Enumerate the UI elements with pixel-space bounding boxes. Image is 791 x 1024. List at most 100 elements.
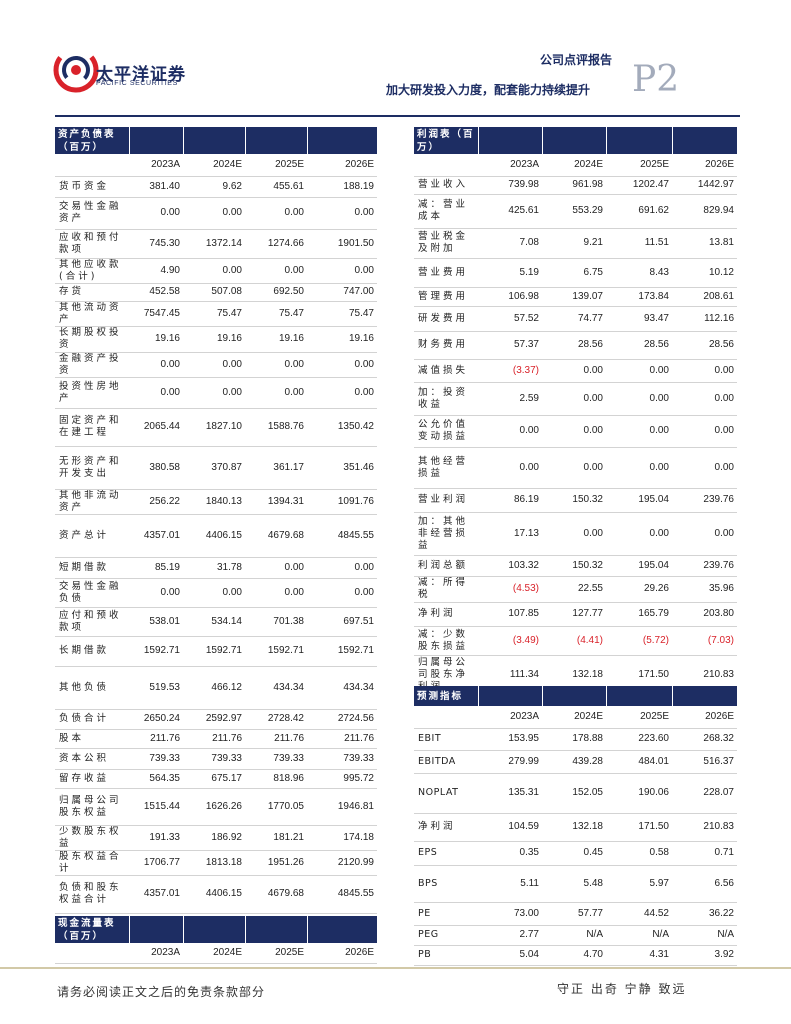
logo-company-name: 太平洋证券 <box>96 65 186 85</box>
row-value: 0.00 <box>606 512 672 556</box>
balance-sheet-row: 留存收益 564.35 675.17 818.96 995.72 <box>55 769 377 789</box>
row-value: (3.49) <box>478 626 542 656</box>
row-value: 75.47 <box>245 301 307 327</box>
row-label: 股东权益合计 <box>55 850 129 876</box>
row-label: 加：投资收益 <box>414 382 478 416</box>
row-value: 0.00 <box>129 578 183 608</box>
row-label: 减：所得税 <box>414 576 478 603</box>
row-label: 公允价值变动损益 <box>414 415 478 448</box>
row-value: 2724.56 <box>307 709 377 730</box>
row-value: 19.16 <box>307 326 377 353</box>
row-label: 负债和股东权益合计 <box>55 875 129 914</box>
year-header: 2023A <box>129 154 183 177</box>
row-label: BPS <box>414 865 478 903</box>
row-label: 资本公积 <box>55 748 129 770</box>
cash-flow-title: 现金流量表（百万） <box>55 916 130 943</box>
row-value: 5.19 <box>478 258 542 288</box>
row-value: 211.76 <box>307 729 377 749</box>
cash-flow-table: 现金流量表（百万） 2023A 2024E 2025E 2026E <box>55 916 377 964</box>
row-value: 0.00 <box>478 415 542 448</box>
row-value: 85.19 <box>129 557 183 579</box>
row-value: 19.16 <box>245 326 307 353</box>
row-value: 425.61 <box>478 194 542 229</box>
row-label: 应付和预收款项 <box>55 607 129 637</box>
row-value: 2650.24 <box>129 709 183 730</box>
row-value: 208.61 <box>672 287 737 307</box>
income-statement-title: 利润表（百万） <box>414 127 479 154</box>
balance-sheet-row: 其他应收款(合计) 4.90 0.00 0.00 0.00 <box>55 258 377 284</box>
row-value: 86.19 <box>478 488 542 513</box>
row-value: 507.08 <box>183 283 245 302</box>
row-label: 研发费用 <box>414 306 478 332</box>
row-value: 4.90 <box>129 258 183 284</box>
row-value: 2.59 <box>478 382 542 416</box>
row-value: 745.30 <box>129 229 183 259</box>
year-header: 2026E <box>307 943 377 964</box>
row-label: 少数股东权益 <box>55 825 129 851</box>
row-value: 107.85 <box>478 602 542 627</box>
row-value: 11.51 <box>606 228 672 259</box>
row-value: 223.60 <box>606 728 672 751</box>
row-value: 516.37 <box>672 750 737 774</box>
row-value: 195.04 <box>606 555 672 577</box>
income-statement-row: 加：其他非经营损益 17.13 0.00 0.00 0.00 <box>414 512 737 556</box>
row-value: 739.33 <box>129 748 183 770</box>
balance-sheet-row: 长期股权投资 19.16 19.16 19.16 19.16 <box>55 326 377 353</box>
row-value: 75.47 <box>183 301 245 327</box>
row-value: 466.12 <box>183 666 245 710</box>
row-value: 1394.31 <box>245 489 307 515</box>
row-value: 1274.66 <box>245 229 307 259</box>
income-statement-table: 利润表（百万） 2023A 2024E 2025E 2026E 营业收入 739.… <box>414 127 737 696</box>
row-value: 1091.76 <box>307 489 377 515</box>
row-value: 434.34 <box>245 666 307 710</box>
row-value: 534.14 <box>183 607 245 637</box>
row-value: 6.75 <box>542 258 606 288</box>
row-value: 44.52 <box>606 902 672 926</box>
year-header: 2025E <box>245 943 307 964</box>
row-label: 股本 <box>55 729 129 749</box>
row-value: 0.00 <box>183 352 245 378</box>
row-value: 174.18 <box>307 825 377 851</box>
row-label: 营业收入 <box>414 176 478 195</box>
row-value: 211.76 <box>245 729 307 749</box>
row-value: 173.84 <box>606 287 672 307</box>
row-label: 净利润 <box>414 602 478 627</box>
row-value: 370.87 <box>183 446 245 490</box>
row-value: 0.71 <box>672 841 737 866</box>
row-value: 455.61 <box>245 176 307 198</box>
row-value: 1813.18 <box>183 850 245 876</box>
row-value: 2.77 <box>478 925 542 946</box>
row-value: 0.00 <box>672 359 737 383</box>
row-value: 153.95 <box>478 728 542 751</box>
pacific-securities-logo <box>53 47 99 93</box>
row-value: 132.18 <box>542 813 606 842</box>
balance-sheet-title: 资产负债表（百万） <box>55 127 130 154</box>
balance-sheet-row: 金融资产投资 0.00 0.00 0.00 0.00 <box>55 352 377 378</box>
row-value: 5.48 <box>542 865 606 903</box>
row-value: 28.56 <box>542 331 606 360</box>
row-value: 31.78 <box>183 557 245 579</box>
row-value: 191.33 <box>129 825 183 851</box>
row-label: 应收和预付款项 <box>55 229 129 259</box>
forecast-row: 净利润 104.59 132.18 171.50 210.83 <box>414 813 737 842</box>
row-label: 存货 <box>55 283 129 302</box>
income-statement-row: 利润总额 103.32 150.32 195.04 239.76 <box>414 555 737 577</box>
row-value: 484.01 <box>606 750 672 774</box>
row-value: 7547.45 <box>129 301 183 327</box>
balance-sheet-row: 无形资产和开发支出 380.58 370.87 361.17 351.46 <box>55 446 377 490</box>
balance-sheet-row: 其他负债 519.53 466.12 434.34 434.34 <box>55 666 377 710</box>
forecast-title: 预测指标 <box>414 686 479 706</box>
balance-sheet-row: 应付和预收款项 538.01 534.14 701.38 697.51 <box>55 607 377 637</box>
row-value: 57.77 <box>542 902 606 926</box>
row-value: 452.58 <box>129 283 183 302</box>
row-value: 995.72 <box>307 769 377 789</box>
row-value: 17.13 <box>478 512 542 556</box>
row-value: 19.16 <box>183 326 245 353</box>
year-header: 2026E <box>307 154 377 177</box>
row-value: 4357.01 <box>129 514 183 558</box>
year-header: 2024E <box>183 943 245 964</box>
row-value: 739.98 <box>478 176 542 195</box>
income-statement-row: 营业税金及附加 7.08 9.21 11.51 13.81 <box>414 228 737 259</box>
row-value: 1588.76 <box>245 408 307 447</box>
row-value: 0.00 <box>606 382 672 416</box>
